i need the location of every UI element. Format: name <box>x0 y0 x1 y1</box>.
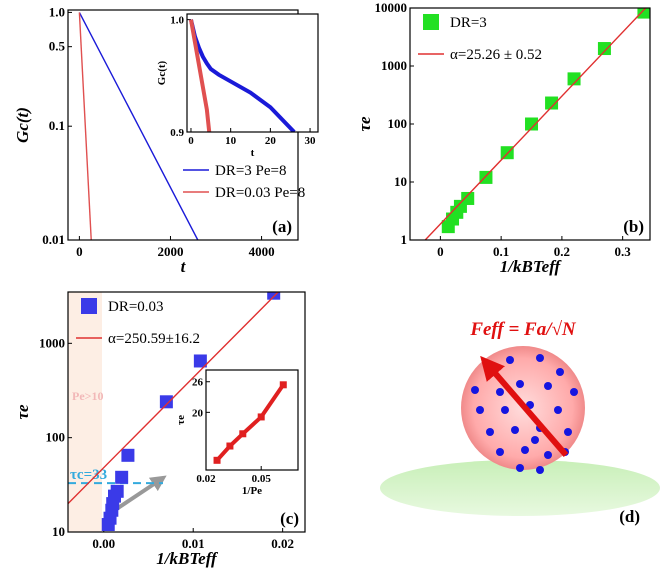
y-axis-label: τe <box>175 415 187 425</box>
panel-label: (a) <box>272 217 292 236</box>
y-axis-label: τe <box>355 116 374 132</box>
bead <box>511 426 519 434</box>
legend-swatch <box>423 14 439 30</box>
bead <box>570 388 578 396</box>
bead <box>564 428 572 436</box>
line <box>425 3 650 240</box>
bead <box>531 436 539 444</box>
line <box>79 12 91 240</box>
x-tick-label: 2000 <box>157 244 183 259</box>
y-tick-label: 100 <box>46 430 66 445</box>
bead <box>554 406 562 414</box>
x-tick-label: 0.3 <box>615 244 632 259</box>
panel-label: (b) <box>623 217 644 236</box>
inset: 0.02 0.05 20 26 1/Pe τe <box>175 370 298 497</box>
y-tick-label: 0.9 <box>170 127 184 139</box>
x-tick-label: 0 <box>188 135 194 147</box>
x-axis-label: 1/Pe <box>242 485 262 497</box>
bead <box>496 448 504 456</box>
panel-d: Feff = Fa/√N (d) <box>380 319 660 526</box>
panel-label: (d) <box>619 507 640 526</box>
y-tick-label: 100 <box>388 116 408 131</box>
y-tick-label: 1.0 <box>49 4 65 19</box>
point <box>160 395 173 408</box>
point <box>598 42 611 55</box>
zoom-arrow <box>118 480 160 508</box>
legend-label: DR=3 Pe=8 <box>215 163 287 179</box>
bead <box>536 354 544 362</box>
legend-label: DR=0.03 Pe=8 <box>215 185 305 201</box>
legend-swatch <box>81 298 97 314</box>
y-tick-label: 1 <box>401 232 408 247</box>
bead <box>516 464 524 472</box>
y-tick-label: 0.1 <box>49 118 65 133</box>
legend-label: α=250.59±16.2 <box>108 331 200 347</box>
x-tick-label: 20 <box>265 135 277 147</box>
y-tick-label: 20 <box>192 407 204 419</box>
formula: Feff = Fa/√N <box>469 319 577 340</box>
figure: Feff = Fa/√N (d) 0200040000.010.10.51.0D… <box>0 0 661 575</box>
y-tick-label: 1.0 <box>170 15 184 27</box>
y-tick-label: 10000 <box>375 0 408 15</box>
point <box>267 287 280 300</box>
bead <box>544 451 552 459</box>
panel-label: (c) <box>280 509 299 528</box>
y-tick-label: 0.5 <box>49 39 66 54</box>
x-tick-label: 0.00 <box>92 536 115 551</box>
x-tick-label: 0.02 <box>271 536 294 551</box>
x-axis-label: 1/kBTeff <box>500 257 563 276</box>
x-axis-label: t <box>251 147 255 159</box>
y-axis-label: Gc(t) <box>156 60 168 85</box>
point <box>479 171 492 184</box>
plot-area <box>425 3 650 240</box>
x-tick-label: 10 <box>225 135 237 147</box>
y-tick-label: 0.01 <box>42 232 65 247</box>
legend-label: α=25.26 ± 0.52 <box>450 47 542 63</box>
bead <box>536 466 544 474</box>
bead <box>506 356 514 364</box>
x-tick-label: 0 <box>76 244 83 259</box>
point <box>121 449 134 462</box>
bead <box>496 388 504 396</box>
y-tick-label: 1000 <box>39 335 65 350</box>
y-tick-label: 10 <box>394 174 407 189</box>
y-axis-label: τe <box>13 404 32 420</box>
y-tick-label: 10 <box>52 524 65 539</box>
bead <box>521 446 529 454</box>
x-tick-label: 0 <box>437 244 444 259</box>
x-tick-label: 4000 <box>249 244 275 259</box>
bead <box>486 428 494 436</box>
x-axis-label: 1/kBTeff <box>156 549 219 568</box>
x-tick-label: 0.05 <box>252 473 272 485</box>
x-tick-label: 0.02 <box>196 473 216 485</box>
legend-label: DR=3 <box>450 15 487 31</box>
point <box>111 485 124 498</box>
annotation: Pe>10 <box>72 389 104 403</box>
shaded-region <box>68 292 102 532</box>
x-axis-label: t <box>181 257 187 276</box>
x-tick-label: 30 <box>305 135 317 147</box>
y-tick-label: 1000 <box>381 58 407 73</box>
point <box>461 192 474 205</box>
bead <box>544 382 552 390</box>
legend-label: DR=0.03 <box>108 299 164 315</box>
bead <box>476 406 484 414</box>
bead <box>501 406 509 414</box>
bead <box>516 380 524 388</box>
y-axis-label: Gc(t) <box>13 107 32 143</box>
point <box>115 471 128 484</box>
inset: 0 10 20 30 0.9 1.0 t Gc(t) <box>156 14 318 159</box>
bead <box>471 386 479 394</box>
y-tick-label: 26 <box>192 377 204 389</box>
bead <box>556 368 564 376</box>
